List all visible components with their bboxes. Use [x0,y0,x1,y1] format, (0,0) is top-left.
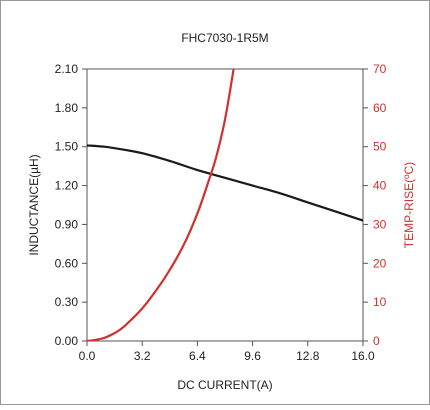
x-axis-label: DC CURRENT(A) [177,378,272,392]
x-tick-label: 12.8 [296,349,320,363]
chart-title: FHC7030-1R5M [181,31,268,45]
y2-tick-label: 70 [373,62,387,76]
y-tick-label: 1.20 [55,179,79,193]
y-axis-label: INDUCTANCE(µH) [27,154,41,255]
x-tick-label: 16.0 [351,349,375,363]
y2-tick-label: 40 [373,179,387,193]
y-tick-label: 1.50 [55,140,79,154]
y2-tick-label: 20 [373,256,387,270]
x-tick-label: 6.4 [189,349,206,363]
series-layer [87,69,363,341]
x-tick-label: 3.2 [134,349,151,363]
y2-tick-label: 10 [373,295,387,309]
y-tick-label: 0.90 [55,217,79,231]
y2-tick-label: 30 [373,217,387,231]
temp-rise-line [87,69,235,341]
y-tick-label: 0.60 [55,256,79,270]
y-tick-label: 0.30 [55,295,79,309]
plot-area [86,68,364,342]
y-tick-label: 0.00 [55,334,79,348]
y2-axis-label: TEMP-RISE(ºC) [402,162,416,248]
y-tick-label: 2.10 [55,62,79,76]
y2-tick-label: 60 [373,101,387,115]
x-tick-label: 9.6 [244,349,261,363]
y-tick-label: 1.80 [55,101,79,115]
y2-tick-label: 0 [373,334,380,348]
x-tick-label: 0.0 [79,349,96,363]
y2-tick-label: 50 [373,140,387,154]
tick-layer: 0.0 3.2 6.4 9.6 12.8 16.0 0.00 0.30 0.60 0.90 1.20… [55,62,387,363]
